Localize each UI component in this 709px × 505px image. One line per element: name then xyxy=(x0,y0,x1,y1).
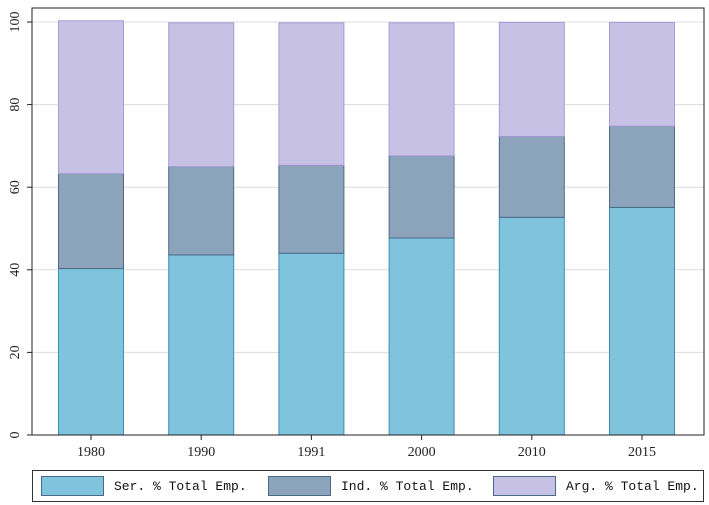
bar-2000-series-2 xyxy=(388,22,455,157)
legend-swatch-ind xyxy=(268,476,331,496)
bar-2000-series-0 xyxy=(388,237,455,436)
bar-2015-series-2 xyxy=(609,21,675,127)
bar-2000-series-1 xyxy=(388,155,455,239)
bar-1991-series-1 xyxy=(278,164,345,254)
xtick-label-2010: 2010 xyxy=(518,445,546,460)
legend-swatch-ser xyxy=(41,476,104,496)
ytick-label-0: 0 xyxy=(8,432,23,439)
legend-label-arg: Arg. % Total Emp. xyxy=(566,478,699,494)
legend-swatch-arg xyxy=(493,476,556,496)
bars xyxy=(58,20,675,436)
bar-1980-series-0 xyxy=(58,268,124,436)
bar-1990-series-0 xyxy=(168,254,235,436)
legend-label-ser: Ser. % Total Emp. xyxy=(114,478,247,494)
ytick-label-80: 80 xyxy=(8,98,23,112)
bar-2015-series-0 xyxy=(609,206,675,436)
plot-frame xyxy=(31,7,705,436)
axis-ticks: 0 20 40 60 80 100 1980 1990 1991 2000 2010 2015 xyxy=(8,12,656,461)
ytick-label-40: 40 xyxy=(8,263,23,277)
bar-2010-series-0 xyxy=(498,216,565,436)
gridlines xyxy=(32,21,704,353)
legend: Ser. % Total Emp. Ind. % Total Emp. Arg.… xyxy=(32,470,704,502)
bar-1990-series-2 xyxy=(168,22,235,168)
xtick-label-2000: 2000 xyxy=(408,445,436,460)
bar-1991-series-0 xyxy=(278,252,345,436)
xtick-label-2015: 2015 xyxy=(628,445,656,460)
ytick-label-100: 100 xyxy=(8,12,23,33)
bar-2010-series-1 xyxy=(498,135,565,218)
bar-1980-series-2 xyxy=(58,20,124,175)
stacked-bar-chart: 0 20 40 60 80 100 1980 1990 1991 2000 2010 2015 xyxy=(8,7,705,461)
xtick-label-1991: 1991 xyxy=(297,445,325,460)
bar-1991-series-2 xyxy=(278,22,345,166)
legend-label-ind: Ind. % Total Emp. xyxy=(341,478,474,494)
xtick-label-1990: 1990 xyxy=(187,445,215,460)
ytick-label-20: 20 xyxy=(8,345,23,359)
legend-item-arg: Arg. % Total Emp. xyxy=(493,476,699,496)
legend-item-ind: Ind. % Total Emp. xyxy=(268,476,474,496)
legend-item-ser: Ser. % Total Emp. xyxy=(41,476,247,496)
bar-2015-series-1 xyxy=(609,125,675,208)
bar-1980-series-1 xyxy=(58,173,124,270)
bar-1990-series-1 xyxy=(168,166,235,256)
xtick-label-1980: 1980 xyxy=(77,445,105,460)
ytick-label-60: 60 xyxy=(8,180,23,194)
bar-2010-series-2 xyxy=(498,21,565,137)
